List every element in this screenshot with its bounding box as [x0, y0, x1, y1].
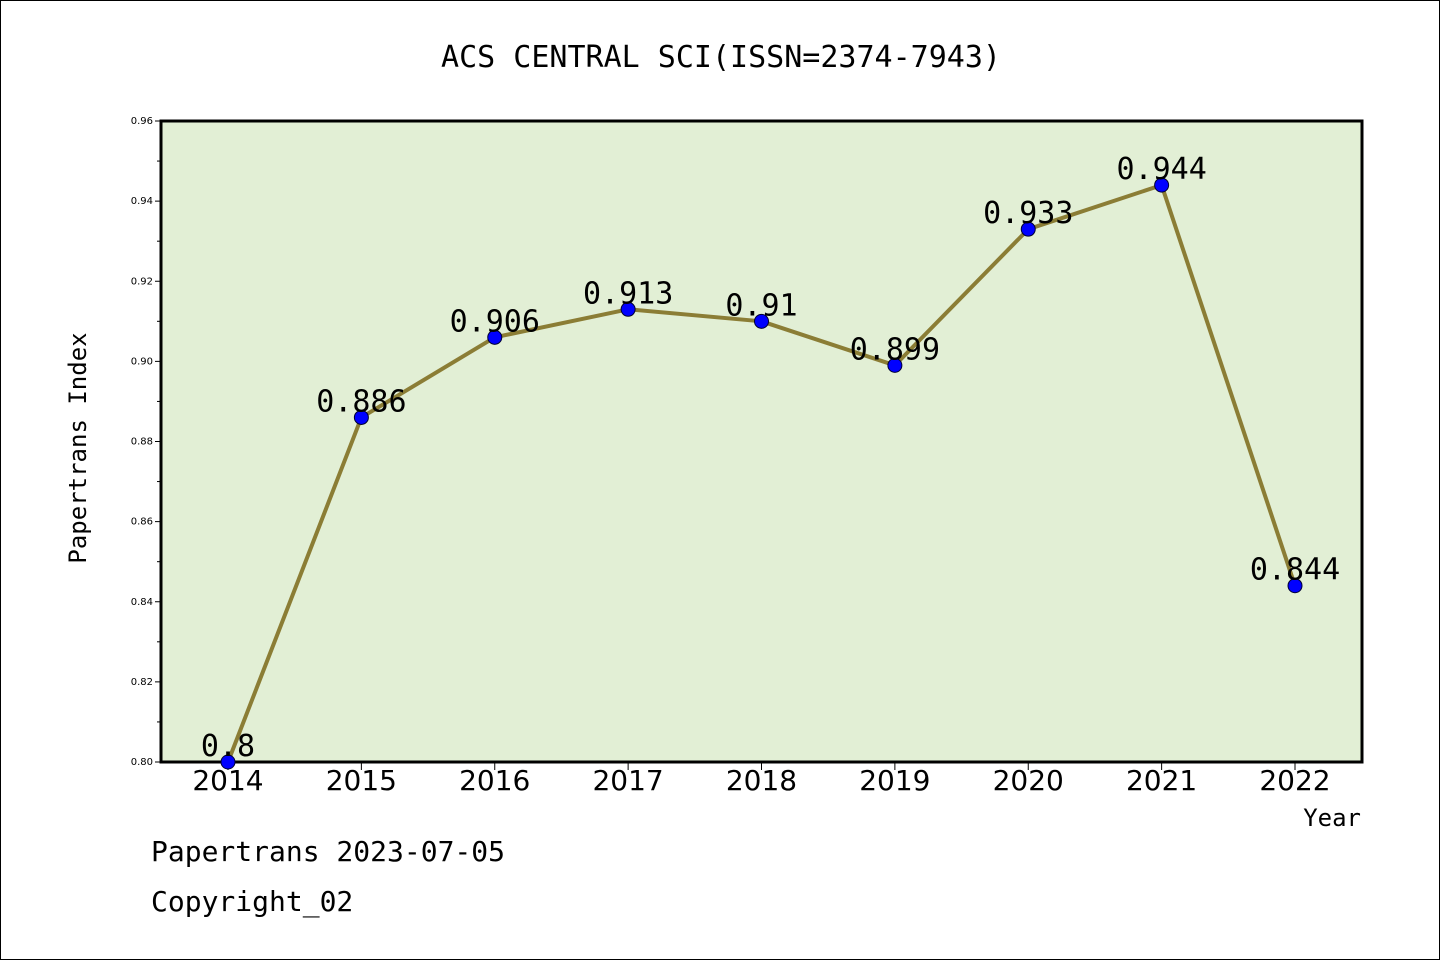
data-label: 0.944 — [1116, 152, 1206, 187]
x-tick-label: 2016 — [459, 764, 530, 797]
footer-date-text: Papertrans 2023-07-05 — [151, 835, 506, 868]
data-point — [1287, 578, 1303, 594]
y-axis: 0.80 0.82 0.84 0.86 0.88 0.90 0.92 0.94 0.96 — [131, 116, 161, 768]
x-axis-label: Year — [1303, 804, 1361, 832]
x-tick-label: 2020 — [993, 764, 1064, 797]
chart-title: ACS CENTRAL SCI(ISSN=2374-7943) — [441, 40, 1001, 75]
y-tick-label: 0.94 — [131, 196, 153, 207]
y-tick-label: 0.92 — [131, 276, 153, 287]
y-axis-label: Papertrans Index — [64, 332, 92, 563]
data-point — [754, 313, 769, 329]
y-tick-label: 0.82 — [131, 677, 153, 688]
plot-area — [159, 119, 1364, 764]
data-label: 0.886 — [316, 384, 406, 419]
data-point — [887, 357, 903, 373]
data-point — [487, 329, 503, 345]
y-tick-label: 0.90 — [131, 356, 153, 367]
series-papertrans-index — [220, 177, 1303, 770]
x-axis: 2014 2015 2016 2017 2018 2019 2020 2021 2022 — [192, 762, 1331, 797]
data-point — [620, 301, 636, 317]
x-tick-label: 2015 — [326, 764, 397, 797]
data-point — [353, 409, 369, 425]
y-tick-label: 0.80 — [131, 757, 153, 768]
footer-copyright-text: Copyright_02 — [151, 885, 354, 918]
x-tick-label: 2021 — [1126, 764, 1197, 797]
data-label: 0.844 — [1250, 553, 1340, 588]
data-point — [1154, 177, 1170, 193]
data-label: 0.913 — [583, 276, 673, 311]
data-label: 0.91 — [725, 288, 797, 323]
data-label: 0.933 — [983, 196, 1073, 231]
x-tick-label: 2019 — [859, 764, 930, 797]
data-point — [220, 754, 236, 770]
data-label: 0.8 — [201, 729, 255, 764]
y-tick-label: 0.86 — [131, 517, 153, 528]
data-label: 0.899 — [850, 332, 940, 367]
x-tick-label: 2018 — [726, 764, 797, 797]
y-tick-label: 0.88 — [131, 437, 153, 448]
data-point — [1020, 221, 1036, 237]
y-tick-label: 0.84 — [131, 597, 153, 608]
x-tick-label: 2022 — [1259, 764, 1330, 797]
x-tick-label: 2017 — [592, 764, 663, 797]
data-label: 0.906 — [450, 304, 540, 339]
y-tick-label: 0.96 — [131, 116, 153, 127]
data-labels: 0.8 0.886 0.906 0.913 0.91 0.899 0.933 0.944 0.8… — [201, 152, 1340, 764]
